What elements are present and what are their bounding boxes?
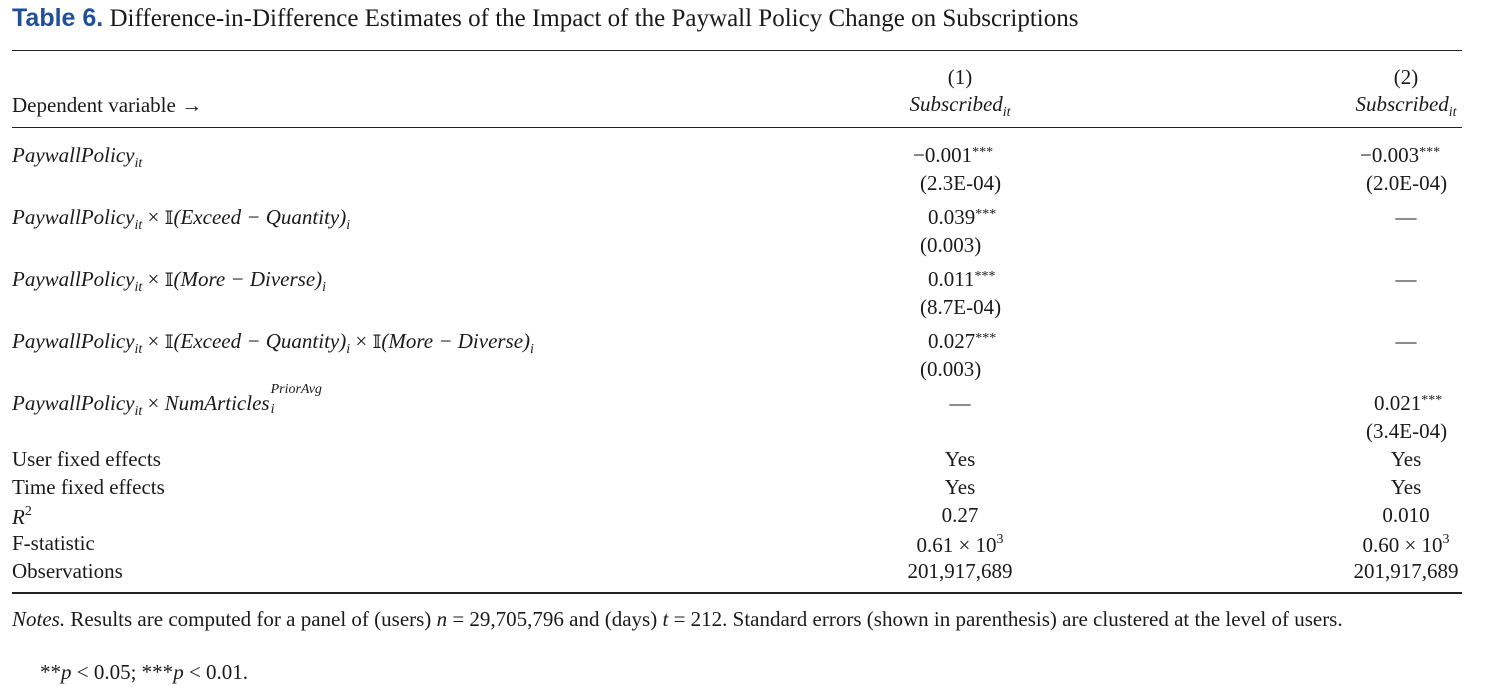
r4-c2-dash: — bbox=[1395, 329, 1417, 353]
table-label: Table 6. bbox=[12, 4, 104, 32]
bottom-rule bbox=[12, 592, 1462, 594]
col2-dependent-var: Subscribedit bbox=[1355, 92, 1457, 120]
fstat-label: F-statistic bbox=[12, 531, 95, 555]
table-caption: Table 6. Difference-in-Difference Estima… bbox=[12, 4, 1078, 33]
user-fe-label: User fixed effects bbox=[12, 447, 161, 471]
row-label-paywall-exceed-more: PaywallPolicyit × 𝕀(Exceed − Quantity)i … bbox=[12, 329, 534, 357]
col2-number: (2) bbox=[1393, 65, 1419, 89]
r3-c1-coef: 0.011*** bbox=[928, 267, 996, 291]
r3-c2-dash: — bbox=[1395, 267, 1417, 291]
r5-c2-coef: 0.021*** bbox=[1374, 391, 1443, 415]
table-title: Difference-in-Difference Estimates of th… bbox=[109, 5, 1079, 32]
col1-dependent-var: Subscribedit bbox=[909, 92, 1011, 120]
col1-number: (1) bbox=[947, 65, 973, 89]
r2-c1-coef: 0.039*** bbox=[928, 205, 997, 229]
fstat-c2: 0.60 × 103 bbox=[1362, 532, 1450, 557]
r2-c2-dash: — bbox=[1395, 205, 1417, 229]
user-fe-c1: Yes bbox=[944, 447, 976, 471]
r2-label: R2 bbox=[12, 504, 32, 529]
row-label-paywall-exceed: PaywallPolicyit × 𝕀(Exceed − Quantity)i bbox=[12, 205, 351, 233]
observations-c1: 201,917,689 bbox=[907, 559, 1013, 583]
r1-c2-coef: −0.003*** bbox=[1360, 143, 1441, 167]
dependent-variable-label: Dependent variable → bbox=[12, 93, 203, 117]
r5-c2-se: (3.4E-04) bbox=[1366, 419, 1448, 443]
time-fe-c2: Yes bbox=[1390, 475, 1422, 499]
user-fe-c2: Yes bbox=[1390, 447, 1422, 471]
r1-c1-se: (2.3E-04) bbox=[920, 171, 1002, 195]
table-notes: Notes. Results are computed for a panel … bbox=[12, 607, 1343, 631]
significance-legend: **p < 0.05; ***p < 0.01. bbox=[40, 660, 249, 684]
time-fe-c1: Yes bbox=[944, 475, 976, 499]
time-fe-label: Time fixed effects bbox=[12, 475, 165, 499]
r3-c1-se: (8.7E-04) bbox=[920, 295, 1002, 319]
row-label-paywall-numarticles: PaywallPolicyit × NumArticles PriorAvg i bbox=[12, 382, 322, 419]
observations-c2: 201,917,689 bbox=[1353, 559, 1459, 583]
row-label-paywall-more: PaywallPolicyit × 𝕀(More − Diverse)i bbox=[12, 267, 327, 295]
r5-c1-dash: — bbox=[949, 391, 971, 415]
r2-c2: 0.010 bbox=[1382, 503, 1430, 527]
r4-c1-coef: 0.027*** bbox=[928, 329, 997, 353]
observations-label: Observations bbox=[12, 559, 123, 583]
r2-c1-se: (0.003) bbox=[920, 233, 982, 257]
r4-c1-se: (0.003) bbox=[920, 357, 982, 381]
r1-c1-coef: −0.001*** bbox=[913, 143, 994, 167]
r2-c1: 0.27 bbox=[941, 503, 979, 527]
row-label-paywall: PaywallPolicyit bbox=[12, 143, 143, 171]
top-rule bbox=[12, 50, 1462, 51]
header-rule bbox=[12, 127, 1462, 128]
r1-c2-se: (2.0E-04) bbox=[1366, 171, 1448, 195]
fstat-c1: 0.61 × 103 bbox=[916, 532, 1004, 557]
